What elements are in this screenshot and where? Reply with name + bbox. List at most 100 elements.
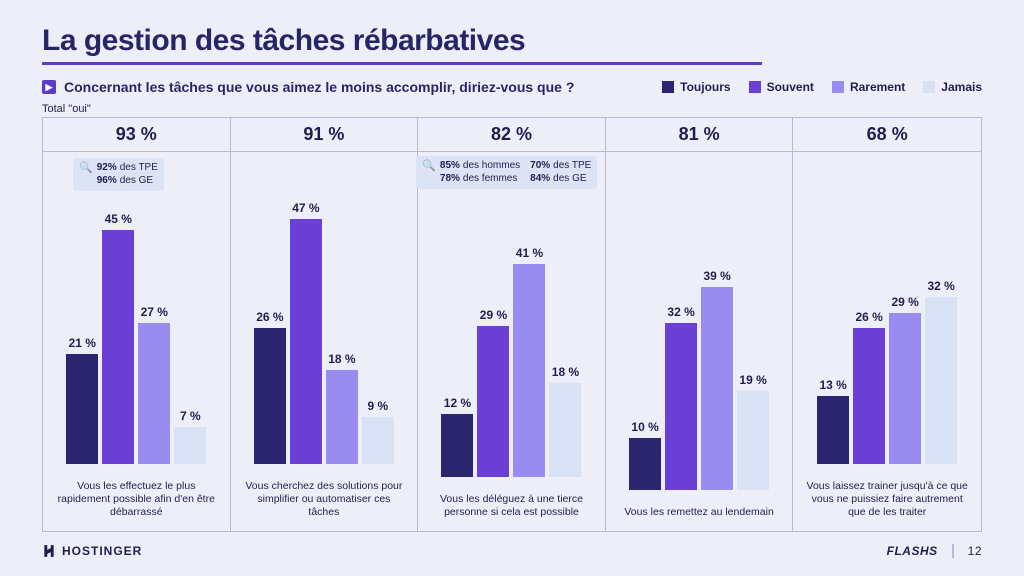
play-icon: ▶ bbox=[42, 80, 56, 94]
bar-rect bbox=[629, 438, 661, 490]
bar-value-label: 32 % bbox=[667, 305, 694, 319]
bar: 41 % bbox=[513, 246, 545, 477]
bar: 26 % bbox=[254, 310, 286, 463]
panel-total: 68 % bbox=[793, 118, 981, 152]
bar: 27 % bbox=[138, 305, 170, 463]
brand-right: FLASHS 12 bbox=[887, 544, 982, 558]
brand-left-text: HOSTINGER bbox=[62, 544, 142, 558]
legend-swatch bbox=[832, 81, 844, 93]
panel-total: 93 % bbox=[43, 118, 230, 152]
legend-label: Jamais bbox=[941, 80, 982, 94]
bar: 18 % bbox=[326, 352, 358, 464]
panel-caption: Vous laissez trainer jusqu'à ce que vous… bbox=[793, 472, 981, 531]
chart-panel: 68 % 13 % 26 % 29 % 32 % Vous laissez trainer… bbox=[793, 118, 981, 531]
subtitle-row: ▶ Concernant les tâches que vous aimez l… bbox=[42, 79, 982, 95]
bar: 29 % bbox=[889, 295, 921, 464]
bar-rect bbox=[362, 417, 394, 464]
bar-rect bbox=[925, 297, 957, 463]
bar: 26 % bbox=[853, 310, 885, 463]
legend-label: Toujours bbox=[680, 80, 730, 94]
bar: 7 % bbox=[174, 409, 206, 463]
bar-value-label: 27 % bbox=[141, 305, 168, 319]
chart-area: 21 % 45 % 27 % 7 % 🔍 92%des TPE96%des GE bbox=[43, 152, 230, 472]
bar: 45 % bbox=[102, 212, 134, 464]
bar-value-label: 29 % bbox=[480, 308, 507, 322]
page-title: La gestion des tâches rébarbatives bbox=[42, 24, 982, 60]
bar-rect bbox=[889, 313, 921, 464]
legend-label: Rarement bbox=[850, 80, 905, 94]
bar: 47 % bbox=[290, 201, 322, 463]
callout-row: 92%des TPE bbox=[97, 162, 158, 175]
callout-row: 85%des hommes bbox=[440, 160, 520, 173]
bar: 32 % bbox=[925, 279, 957, 463]
chart-panel: 91 %26 %47 %18 %9 %Vous cherchez des sol… bbox=[231, 118, 419, 531]
callout-row: 70%des TPE bbox=[530, 160, 591, 173]
bar-rect bbox=[701, 287, 733, 490]
title-underline bbox=[42, 62, 762, 65]
bar: 19 % bbox=[737, 373, 769, 490]
bar: 9 % bbox=[362, 399, 394, 464]
chart-area: 13 % 26 % 29 % 32 % bbox=[793, 152, 981, 472]
callout-row: 96%des GE bbox=[97, 175, 158, 188]
bar-rect bbox=[665, 323, 697, 489]
magnifier-icon: 🔍 bbox=[79, 162, 93, 176]
bar-value-label: 13 % bbox=[820, 378, 847, 392]
bar-rect bbox=[174, 427, 206, 463]
panel-caption: Vous les effectuez le plus rapidement po… bbox=[43, 472, 230, 531]
hostinger-logo-icon bbox=[42, 544, 56, 558]
subtitle-text: Concernant les tâches que vous aimez le … bbox=[64, 79, 574, 95]
chart-area: 26 % 47 % 18 % 9 % bbox=[231, 152, 418, 472]
bar-rect bbox=[853, 328, 885, 463]
legend-item: Rarement bbox=[832, 80, 905, 94]
bar-value-label: 18 % bbox=[552, 365, 579, 379]
bar-value-label: 47 % bbox=[292, 201, 319, 215]
legend-item: Souvent bbox=[749, 80, 814, 94]
bar-rect bbox=[817, 396, 849, 464]
bar-value-label: 10 % bbox=[631, 420, 658, 434]
bar-value-label: 41 % bbox=[516, 246, 543, 260]
chart-panels: 93 % 21 % 45 % 27 % 7 % 🔍 92%des TPE96%des GE V… bbox=[42, 117, 982, 532]
bar: 29 % bbox=[477, 308, 509, 477]
bar-rect bbox=[254, 328, 286, 463]
chart-panel: 81 %10 %32 %39 %19 %Vous les remettez au… bbox=[606, 118, 794, 531]
bar-rect bbox=[737, 391, 769, 490]
brand-left: HOSTINGER bbox=[42, 544, 142, 558]
legend: Toujours Souvent Rarement Jamais bbox=[662, 80, 982, 94]
subtitle: ▶ Concernant les tâches que vous aimez l… bbox=[42, 79, 574, 95]
bar-value-label: 32 % bbox=[928, 279, 955, 293]
bar-value-label: 19 % bbox=[739, 373, 766, 387]
bar-rect bbox=[441, 414, 473, 476]
bar-rect bbox=[513, 264, 545, 477]
chart-panel: 93 % 21 % 45 % 27 % 7 % 🔍 92%des TPE96%des GE V… bbox=[43, 118, 231, 531]
bar: 10 % bbox=[629, 420, 661, 490]
bar-value-label: 26 % bbox=[256, 310, 283, 324]
chart-panel: 82 %12 %29 %41 %18 %🔍85%des hommes78%des… bbox=[418, 118, 606, 531]
legend-item: Jamais bbox=[923, 80, 982, 94]
bar-rect bbox=[66, 354, 98, 463]
callout: 🔍85%des hommes78%des femmes70%des TPE84%… bbox=[416, 156, 597, 189]
bar: 13 % bbox=[817, 378, 849, 464]
bar: 21 % bbox=[66, 336, 98, 463]
panel-total: 91 % bbox=[231, 118, 418, 152]
bar: 39 % bbox=[701, 269, 733, 490]
bar: 18 % bbox=[549, 365, 581, 477]
legend-swatch bbox=[749, 81, 761, 93]
bar: 32 % bbox=[665, 305, 697, 489]
bar-rect bbox=[138, 323, 170, 463]
legend-label: Souvent bbox=[767, 80, 814, 94]
legend-swatch bbox=[662, 81, 674, 93]
bar-value-label: 29 % bbox=[892, 295, 919, 309]
bar-value-label: 26 % bbox=[856, 310, 883, 324]
bar-rect bbox=[102, 230, 134, 464]
bar-rect bbox=[326, 370, 358, 464]
bar-value-label: 18 % bbox=[328, 352, 355, 366]
bar-value-label: 7 % bbox=[180, 409, 201, 423]
bar-value-label: 9 % bbox=[368, 399, 389, 413]
bar-value-label: 21 % bbox=[69, 336, 96, 350]
bar-rect bbox=[477, 326, 509, 477]
legend-item: Toujours bbox=[662, 80, 730, 94]
panel-caption: Vous les remettez au lendemain bbox=[606, 498, 793, 531]
bar-rect bbox=[290, 219, 322, 463]
total-label: Total "oui" bbox=[42, 103, 982, 115]
page-number: 12 bbox=[952, 544, 982, 558]
